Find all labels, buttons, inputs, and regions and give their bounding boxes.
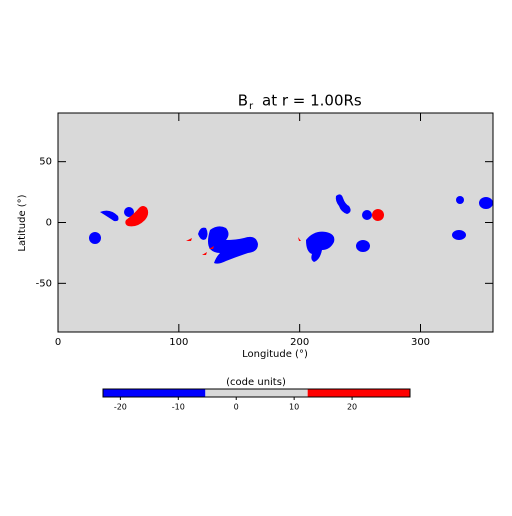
negative-region	[100, 210, 119, 222]
negative-region	[208, 226, 258, 264]
negative-region	[356, 240, 370, 252]
negative-region	[456, 196, 464, 204]
x-axis-label: Longitude (°)	[242, 349, 308, 360]
colorbar-tick-label: 0	[234, 403, 239, 412]
colorbar-segment	[103, 389, 206, 397]
x-tick-label: 200	[290, 337, 309, 348]
negative-region	[89, 232, 101, 244]
negative-region	[362, 210, 372, 220]
y-tick-label: -50	[36, 278, 52, 289]
positive-region	[298, 237, 301, 241]
positive-region	[202, 246, 214, 255]
colorbar-segment	[205, 389, 308, 397]
negative-region	[452, 230, 466, 240]
positive-region	[372, 209, 384, 221]
x-tick-label: 0	[55, 337, 61, 348]
colorbar-tick-label: 10	[289, 403, 299, 412]
colorbar-tick-label: 20	[347, 403, 357, 412]
title-subscript: r	[249, 101, 254, 112]
colorbar-tick-label: -20	[114, 403, 127, 412]
title-symbol: B	[238, 92, 248, 110]
x-tick-label: 300	[411, 337, 430, 348]
colorbar-tick-label: -10	[172, 403, 185, 412]
y-tick-label: 0	[46, 218, 52, 229]
colorbar-frame	[102, 388, 411, 398]
negative-region	[124, 207, 134, 217]
title: at r = 1.00Rs	[262, 92, 362, 110]
negative-region	[335, 194, 351, 214]
negative-region	[479, 197, 493, 209]
colorbar-segment	[307, 389, 410, 397]
field-regions	[89, 194, 493, 264]
y-tick-label: 50	[39, 157, 52, 168]
positive-region	[186, 238, 192, 241]
negative-region	[306, 231, 335, 262]
negative-region	[198, 227, 208, 240]
colorbar-label: (code units)	[226, 377, 286, 388]
x-tick-label: 100	[169, 337, 188, 348]
plot-area	[58, 113, 493, 332]
y-axis-label: Latitude (°)	[17, 194, 28, 251]
positive-region	[125, 206, 149, 227]
